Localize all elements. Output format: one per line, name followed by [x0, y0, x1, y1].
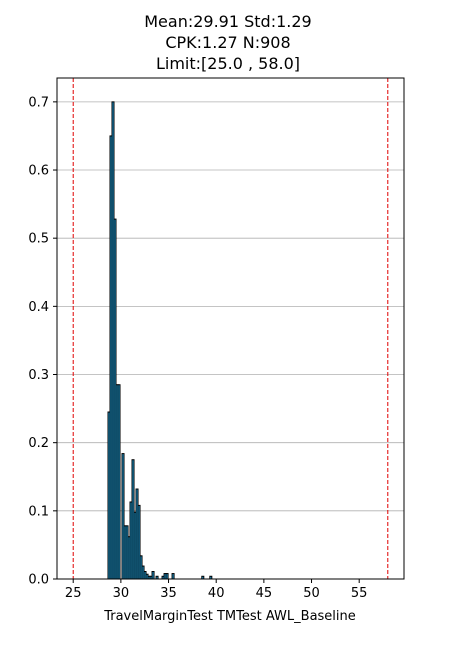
- y-tick-label: 0.7: [28, 95, 49, 110]
- x-axis: 25 30 35 40 45 50 55: [65, 579, 368, 601]
- y-tick-label: 0.0: [28, 573, 49, 588]
- x-tick-label: 50: [303, 586, 320, 601]
- histogram-bar: [117, 384, 121, 580]
- x-axis-label: TravelMarginTest TMTest AWL_Baseline: [103, 609, 356, 624]
- histogram-bars: [107, 101, 213, 580]
- title-line-2: CPK:1.27 N:908: [165, 33, 290, 52]
- histogram-bar: [171, 573, 175, 580]
- chart-title: Mean:29.91 Std:1.29 CPK:1.27 N:908 Limit…: [144, 12, 311, 73]
- title-line-1: Mean:29.91 Std:1.29: [144, 12, 311, 31]
- y-tick-label: 0.1: [28, 504, 49, 519]
- y-tick-label: 0.3: [28, 368, 49, 383]
- y-tick-label: 0.6: [28, 164, 49, 179]
- y-tick-label: 0.4: [28, 300, 49, 315]
- x-tick-label: 40: [208, 586, 225, 601]
- x-tick-label: 35: [160, 586, 177, 601]
- histogram-bar: [151, 571, 155, 580]
- x-tick-label: 55: [351, 586, 368, 601]
- y-tick-label: 0.2: [28, 436, 49, 451]
- x-tick-label: 45: [256, 586, 273, 601]
- y-axis: 0.0 0.1 0.2 0.3 0.4 0.5 0.6 0.7: [28, 95, 57, 588]
- x-tick-label: 25: [65, 586, 82, 601]
- limit-lines: [72, 78, 389, 579]
- x-tick-label: 30: [113, 586, 130, 601]
- y-tick-label: 0.5: [28, 232, 49, 247]
- histogram-bar: [165, 573, 169, 580]
- title-line-3: Limit:[25.0 , 58.0]: [156, 54, 300, 73]
- plot-area-frame: [56, 77, 405, 580]
